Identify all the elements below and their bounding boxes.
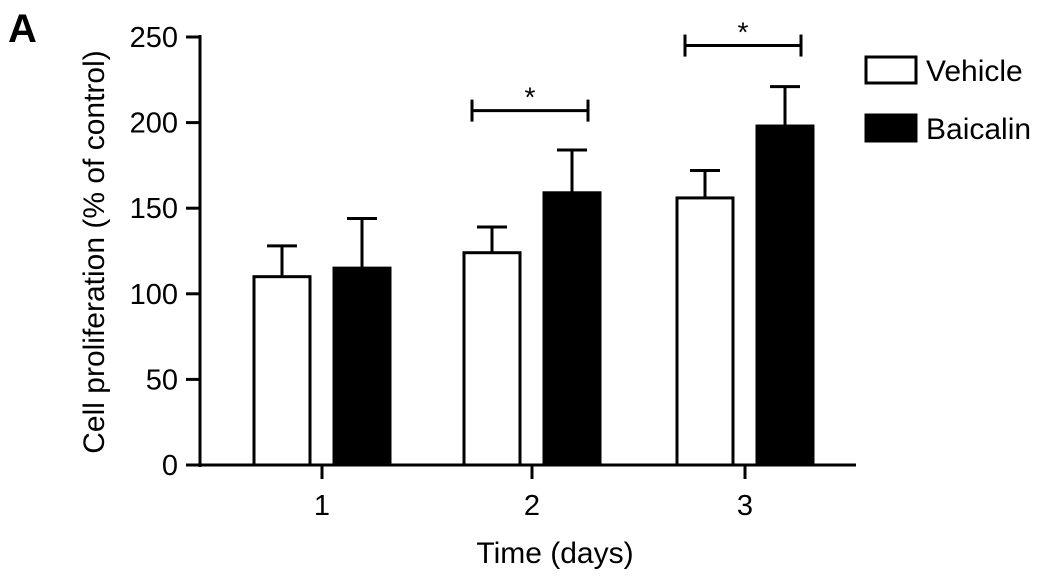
x-tick-label: 1 [314,490,330,522]
y-tick-label: 250 [130,22,178,54]
bar-baicalin-day-1 [332,266,392,467]
x-tick-label: 3 [737,490,753,522]
legend-swatch-vehicle [864,55,918,85]
legend-label-baicalin: Baicalin [926,113,1031,146]
y-axis-label: Cell proliferation (% of control) [78,50,111,454]
x-tick-label: 2 [524,490,540,522]
y-tick-label: 50 [146,364,178,396]
bars-group [252,124,815,467]
legend-label-vehicle: Vehicle [926,55,1023,88]
y-tick-label: 200 [130,108,178,140]
x-axis: 1 2 3 [198,463,856,522]
x-axis-label: Time (days) [476,537,633,570]
error-bars-group [267,85,800,277]
bar-vehicle-day-3 [675,196,735,467]
y-axis: 0 50 100 150 200 250 [130,22,202,482]
significance-group: ** [470,17,803,122]
y-tick-label: 0 [162,450,178,482]
legend-swatch-baicalin [864,113,918,143]
y-tick-label: 100 [130,279,178,311]
bar-baicalin-day-2 [542,191,602,467]
significance-star: * [525,82,536,113]
significance-star: * [738,17,749,48]
bar-vehicle-day-2 [462,251,522,467]
bar-vehicle-day-1 [252,275,312,467]
y-tick-label: 150 [130,193,178,225]
panel-label: A [8,7,37,51]
bar-baicalin-day-3 [755,124,815,467]
legend: Vehicle Baicalin [864,55,1031,146]
